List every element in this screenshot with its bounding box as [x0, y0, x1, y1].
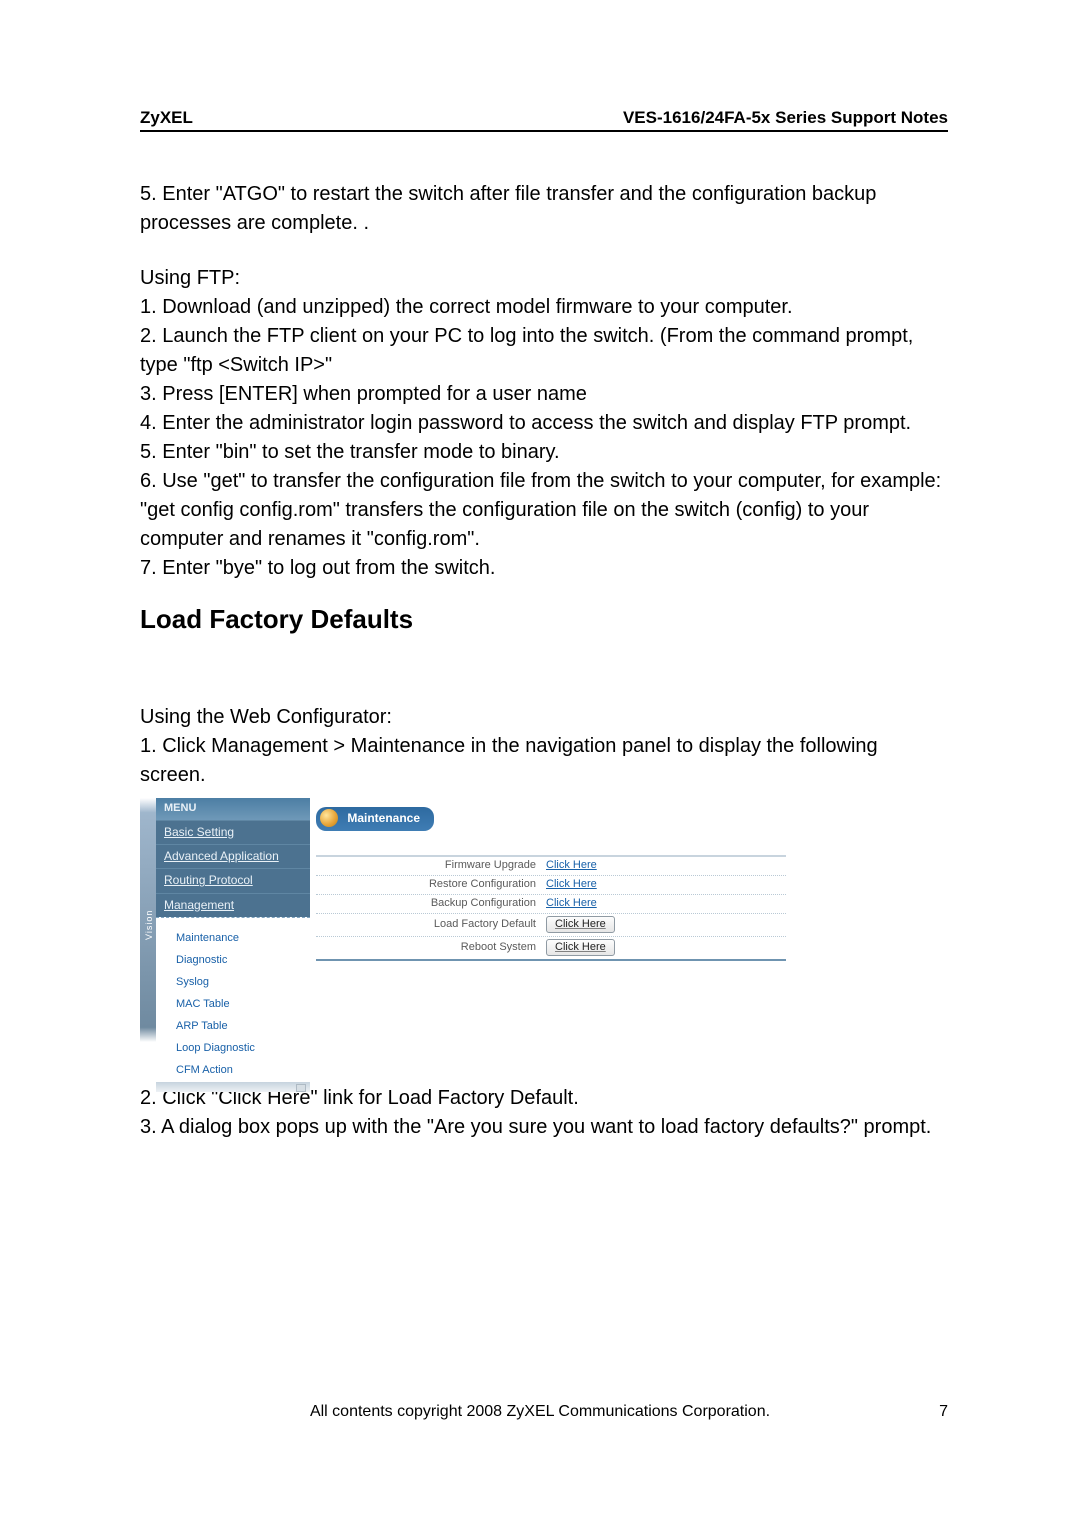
brand-text-bottom: VES-1616FA-54 [130, 858, 143, 982]
link-backup-configuration[interactable]: Click Here [546, 897, 597, 909]
menu-sub-diagnostic[interactable]: Diagnostic [156, 950, 310, 972]
body-text: 5. Enter "ATGO" to restart the switch af… [140, 180, 948, 1142]
menu-sub-loop-diagnostic[interactable]: Loop Diagnostic [156, 1038, 310, 1060]
menu-sub-cfm-action[interactable]: CFM Action [156, 1060, 310, 1082]
menu-title: MENU [156, 798, 310, 820]
menu-sub-mac-table[interactable]: MAC Table [156, 994, 310, 1016]
row-label: Firmware Upgrade [316, 858, 546, 874]
ftp-step-1: 1. Download (and unzipped) the correct m… [140, 293, 948, 322]
web-step-3: 3. A dialog box pops up with the "Are yo… [140, 1113, 948, 1142]
web-configurator-heading: Using the Web Configurator: [140, 703, 948, 732]
page-footer: All contents copyright 2008 ZyXEL Commun… [0, 1403, 1080, 1421]
brand-text-top: Vision [143, 898, 156, 942]
left-brand-band: Vision VES-1616FA-54 [140, 798, 156, 1042]
menu-item-routing-protocol[interactable]: Routing Protocol [156, 868, 310, 892]
main-panel: Maintenance Firmware Upgrade Click Here … [310, 798, 800, 1042]
section-title: Load Factory Defaults [140, 583, 948, 645]
ftp-step-2: 2. Launch the FTP client on your PC to l… [140, 322, 948, 380]
menu-item-basic-setting[interactable]: Basic Setting [156, 820, 310, 844]
header-left: ZyXEL [140, 108, 193, 128]
footer-copyright: All contents copyright 2008 ZyXEL Commun… [310, 1403, 770, 1420]
web-step-1: 1. Click Management > Maintenance in the… [140, 732, 948, 790]
menu-item-management[interactable]: Management [156, 893, 310, 917]
ftp-step-4: 4. Enter the administrator login passwor… [140, 409, 948, 438]
sidebar-menu: MENU Basic Setting Advanced Application … [156, 798, 310, 1042]
row-restore-configuration: Restore Configuration Click Here [316, 876, 786, 895]
ftp-step-6: 6. Use "get" to transfer the configurati… [140, 467, 948, 554]
row-label: Backup Configuration [316, 896, 546, 912]
row-reboot-system: Reboot System Click Here [316, 937, 786, 959]
breadcrumb-label: Maintenance [347, 811, 420, 825]
breadcrumb-bullet-icon [320, 809, 338, 827]
ftp-step-3: 3. Press [ENTER] when prompted for a use… [140, 380, 948, 409]
row-firmware-upgrade: Firmware Upgrade Click Here [316, 857, 786, 876]
menu-item-advanced-application[interactable]: Advanced Application [156, 844, 310, 868]
link-firmware-upgrade[interactable]: Click Here [546, 859, 597, 871]
link-restore-configuration[interactable]: Click Here [546, 878, 597, 890]
maintenance-table: Firmware Upgrade Click Here Restore Conf… [316, 855, 786, 961]
page: ZyXEL VES-1616/24FA-5x Series Support No… [0, 0, 1080, 1527]
button-reboot-system[interactable]: Click Here [546, 939, 615, 956]
header-right: VES-1616/24FA-5x Series Support Notes [623, 108, 948, 128]
footer-page-number: 7 [939, 1403, 948, 1421]
ftp-step-7: 7. Enter "bye" to log out from the switc… [140, 554, 948, 583]
breadcrumb: Maintenance [316, 807, 434, 831]
row-label: Restore Configuration [316, 877, 546, 893]
menu-sub-syslog[interactable]: Syslog [156, 972, 310, 994]
intro-step-5: 5. Enter "ATGO" to restart the switch af… [140, 180, 948, 238]
menu-bottom-bar [156, 1082, 310, 1092]
row-load-factory-default: Load Factory Default Click Here [316, 914, 786, 937]
row-backup-configuration: Backup Configuration Click Here [316, 895, 786, 914]
ftp-step-5: 5. Enter "bin" to set the transfer mode … [140, 438, 948, 467]
menu-sub-maintenance[interactable]: Maintenance [156, 928, 310, 950]
embedded-ui: Vision VES-1616FA-54 MENU Basic Setting … [140, 798, 800, 1042]
using-ftp-heading: Using FTP: [140, 264, 948, 293]
page-header: ZyXEL VES-1616/24FA-5x Series Support No… [140, 108, 948, 132]
button-load-factory-default[interactable]: Click Here [546, 916, 615, 933]
row-label: Reboot System [316, 940, 546, 956]
row-label: Load Factory Default [316, 917, 546, 933]
menu-sub-arp-table[interactable]: ARP Table [156, 1016, 310, 1038]
